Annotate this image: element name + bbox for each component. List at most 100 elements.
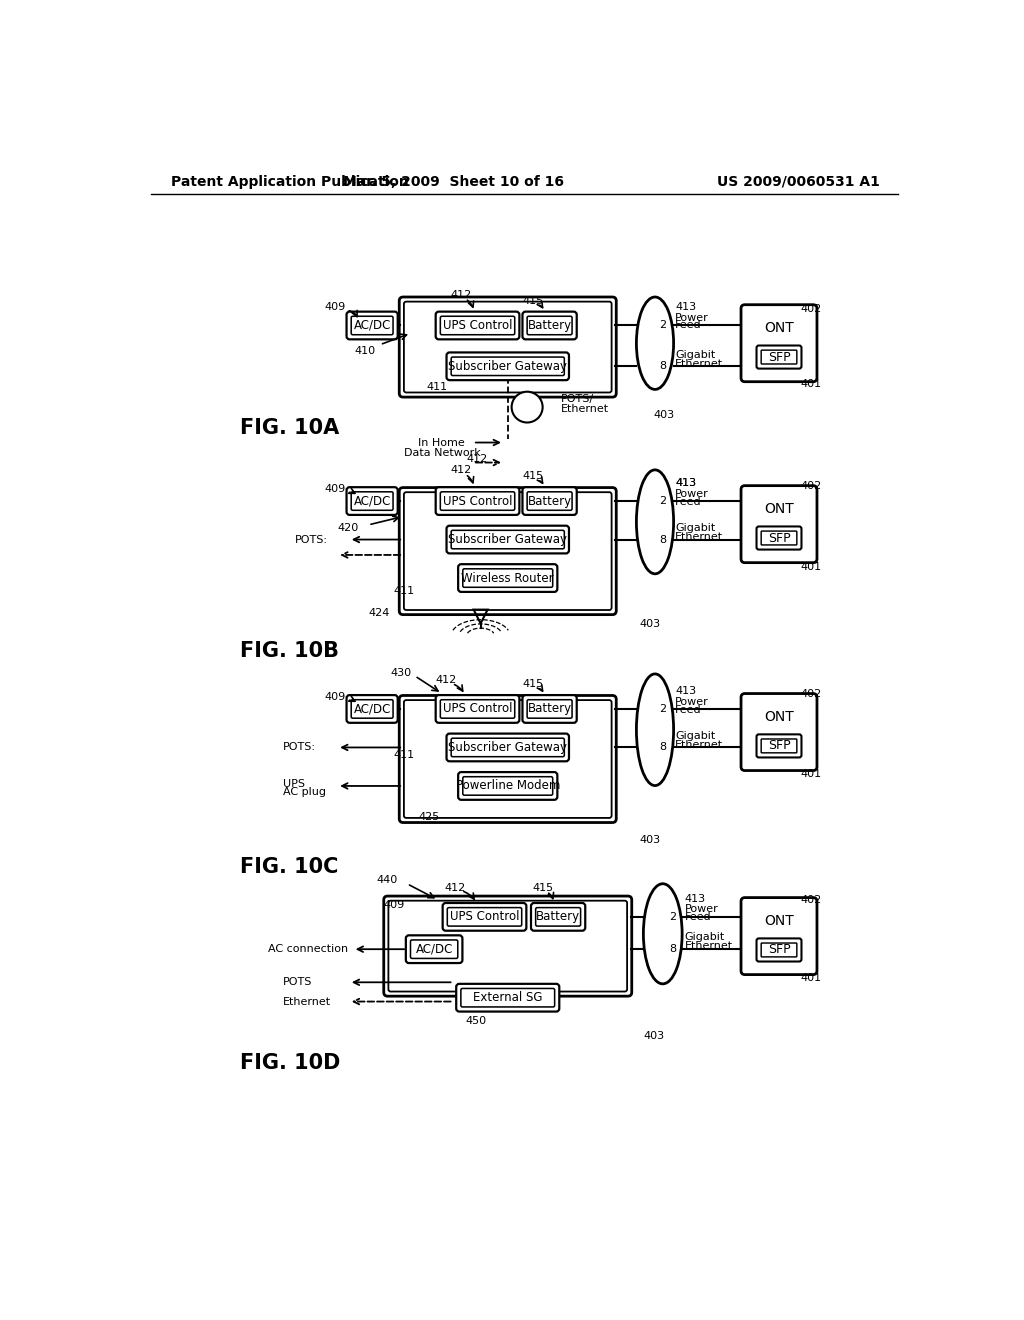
Text: 415: 415 [522,471,543,482]
FancyBboxPatch shape [384,896,632,997]
FancyBboxPatch shape [761,531,797,545]
Text: FIG. 10C: FIG. 10C [241,857,339,876]
FancyBboxPatch shape [461,989,555,1007]
Text: 424: 424 [369,607,389,618]
FancyBboxPatch shape [458,564,557,591]
Text: Ethernet: Ethernet [675,359,723,370]
FancyBboxPatch shape [761,350,797,364]
Text: 415: 415 [522,296,543,306]
FancyBboxPatch shape [351,492,393,511]
Text: External SG: External SG [473,991,543,1005]
FancyBboxPatch shape [446,352,569,380]
FancyBboxPatch shape [757,346,802,368]
Ellipse shape [636,470,674,574]
Text: AC connection: AC connection [267,944,347,954]
Text: 402: 402 [801,895,822,906]
FancyBboxPatch shape [399,696,616,822]
Text: Powerline Modem: Powerline Modem [456,779,560,792]
FancyBboxPatch shape [761,942,797,957]
FancyBboxPatch shape [346,696,397,723]
Text: 412: 412 [466,454,487,463]
FancyBboxPatch shape [757,734,802,758]
FancyBboxPatch shape [536,908,581,927]
Text: AC/DC: AC/DC [353,702,391,715]
Text: Battery: Battery [527,319,571,333]
Text: FIG. 10B: FIG. 10B [241,642,339,661]
Text: 413: 413 [675,478,696,488]
FancyBboxPatch shape [463,776,553,795]
Text: Power: Power [675,313,709,323]
FancyBboxPatch shape [403,492,611,610]
Text: US 2009/0060531 A1: US 2009/0060531 A1 [717,174,880,189]
Text: 8: 8 [658,535,666,545]
Text: Power: Power [675,490,709,499]
Text: POTS: POTS [283,977,312,987]
Text: Wireless Router: Wireless Router [462,572,554,585]
FancyBboxPatch shape [403,302,611,392]
Text: AC/DC: AC/DC [353,495,391,508]
FancyBboxPatch shape [440,492,515,511]
Text: UPS Control: UPS Control [442,702,512,715]
Text: Ethernet: Ethernet [684,941,732,952]
FancyBboxPatch shape [757,527,802,549]
Text: 450: 450 [465,1016,486,1026]
FancyBboxPatch shape [527,700,572,718]
Ellipse shape [636,297,674,389]
Text: Battery: Battery [527,495,571,508]
FancyBboxPatch shape [406,936,463,964]
FancyBboxPatch shape [440,700,515,718]
Text: 412: 412 [435,676,457,685]
Text: POTS:: POTS: [283,742,316,752]
Text: FIG. 10A: FIG. 10A [241,418,340,438]
Text: 401: 401 [801,561,822,572]
Text: UPS Control: UPS Control [442,319,512,333]
Text: 413: 413 [675,686,696,696]
Text: 410: 410 [354,346,376,356]
Text: AC/DC: AC/DC [353,319,391,333]
Ellipse shape [643,884,682,983]
Text: UPS Control: UPS Control [442,495,512,508]
FancyBboxPatch shape [527,317,572,335]
Text: 402: 402 [801,689,822,698]
Text: Feed: Feed [675,705,701,714]
Ellipse shape [512,392,543,422]
FancyBboxPatch shape [527,492,572,511]
Text: AC plug: AC plug [283,787,326,797]
Text: SFP: SFP [768,532,791,545]
Text: 412: 412 [451,465,472,475]
FancyBboxPatch shape [741,486,817,562]
Text: 8: 8 [658,362,666,371]
Text: Battery: Battery [536,911,581,924]
FancyBboxPatch shape [741,305,817,381]
Text: UPS: UPS [283,779,305,788]
FancyBboxPatch shape [446,525,569,553]
FancyBboxPatch shape [388,900,627,991]
Text: 413: 413 [675,302,696,312]
Text: Gigabit: Gigabit [684,932,725,942]
Text: Power: Power [684,904,718,915]
FancyBboxPatch shape [458,772,557,800]
Text: Gigabit: Gigabit [675,350,716,360]
Text: Feed: Feed [684,912,711,921]
FancyBboxPatch shape [463,569,553,587]
Text: 415: 415 [532,883,553,894]
Text: Ethernet: Ethernet [560,404,608,413]
FancyBboxPatch shape [741,898,817,974]
Text: 2: 2 [669,912,676,921]
FancyBboxPatch shape [411,940,458,958]
Text: 413: 413 [675,478,696,488]
FancyBboxPatch shape [346,312,397,339]
Text: Gigabit: Gigabit [675,731,716,741]
Text: 409: 409 [325,693,346,702]
FancyBboxPatch shape [522,312,577,339]
Text: 415: 415 [522,680,543,689]
Text: 403: 403 [643,1031,665,1041]
FancyBboxPatch shape [403,700,611,818]
FancyBboxPatch shape [440,317,515,335]
FancyBboxPatch shape [447,908,521,927]
Text: Power: Power [675,697,709,708]
FancyBboxPatch shape [741,693,817,771]
Text: POTS/: POTS/ [560,395,594,404]
Text: Mar. 5, 2009  Sheet 10 of 16: Mar. 5, 2009 Sheet 10 of 16 [343,174,564,189]
Text: 401: 401 [801,973,822,983]
